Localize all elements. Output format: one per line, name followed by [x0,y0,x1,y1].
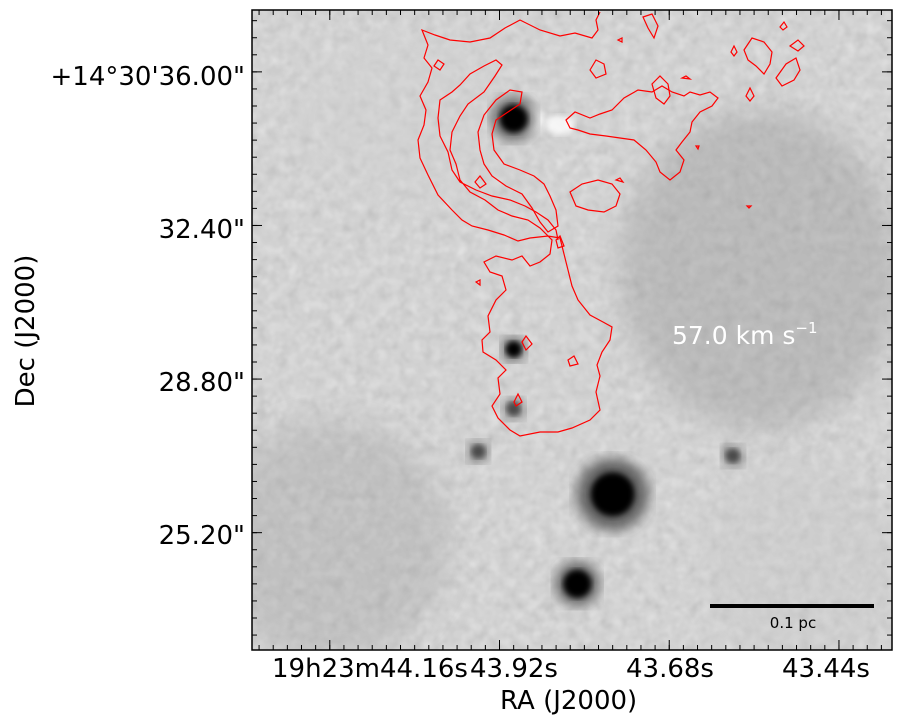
image-panel [252,10,892,650]
contour-blob-4 [651,75,671,105]
source-1 [499,104,528,133]
velocity-value: 57.0 km s [672,321,795,350]
contour-blob-20 [694,145,700,151]
contour-blob-9 [745,86,755,102]
source-2 [505,341,522,358]
contour-blob-18 [614,177,625,184]
contour-middle [565,85,719,181]
velocity-annotation: 57.0 km s−1 [672,319,818,350]
source-5 [590,472,635,517]
contour-blob-6 [775,57,801,87]
contour-blob-19 [679,75,693,80]
contour-blob-5 [743,37,773,75]
source-4 [471,444,486,459]
contour-blob-17 [513,392,523,407]
y-tick-label-4: 25.20" [158,521,245,551]
contour-blob-21 [745,205,753,209]
contour-blob-11 [433,59,445,71]
contour-blob-16 [567,355,579,367]
y-tick-label-2: 32.40" [158,215,245,245]
source-6 [725,448,740,463]
contour-blob-2 [589,59,607,79]
contour-blob-13 [555,234,565,249]
y-tick-label-3: 28.80" [158,368,245,398]
contour-inner [477,89,559,233]
tick-marks [252,10,892,650]
contour-blob-3 [642,13,659,40]
x-axis-title: RA (J2000) [500,686,638,716]
x-tick-label-2: 43.92s [470,654,558,684]
x-tick-label-3: 43.68s [626,654,714,684]
contour-blob-15 [521,334,533,352]
contour-blob-10 [779,20,788,31]
y-tick-label-1: +14°30'36.00" [50,62,246,92]
velocity-exponent: −1 [795,319,817,337]
x-tick-label-4: 43.44s [782,654,870,684]
contour-blob-22 [616,37,623,43]
plot-frame [251,9,893,651]
contour-group [417,11,805,437]
contour-blob-7 [788,39,805,52]
scale-bar-label: 0.1 pc [770,614,816,632]
x-tick-label-1: 19h23m44.16s [272,654,468,684]
y-axis-title: Dec (J2000) [11,254,41,408]
contour-outer [417,11,613,437]
contour-blob-14 [474,279,481,287]
contour-blob-12 [474,175,487,189]
source-7 [563,569,592,598]
contour-blob-1 [569,179,621,213]
contour-blob-8 [730,44,738,57]
